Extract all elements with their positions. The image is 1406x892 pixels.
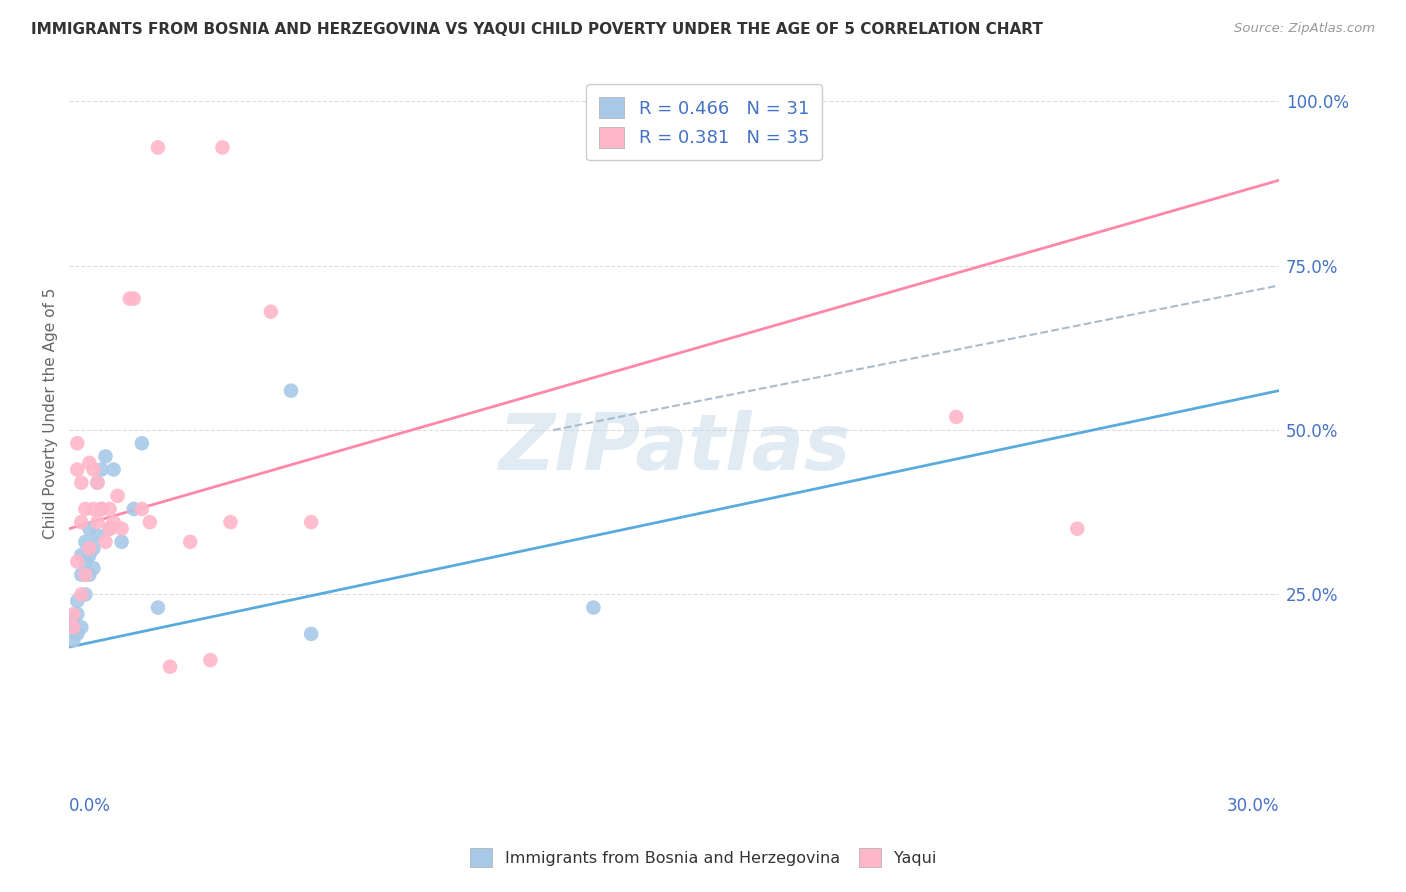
- Point: [179, 534, 201, 549]
- Point: [107, 489, 129, 503]
- Point: [211, 140, 233, 154]
- Point: [75, 567, 97, 582]
- Point: [62, 633, 84, 648]
- Y-axis label: Child Poverty Under the Age of 5: Child Poverty Under the Age of 5: [44, 288, 58, 540]
- Point: [122, 502, 145, 516]
- Point: [66, 436, 89, 450]
- Point: [75, 555, 97, 569]
- Point: [299, 627, 322, 641]
- Point: [111, 522, 134, 536]
- Point: [82, 462, 104, 476]
- Point: [159, 659, 181, 673]
- Point: [75, 534, 97, 549]
- Point: [79, 567, 101, 582]
- Point: [98, 502, 121, 516]
- Point: [86, 475, 108, 490]
- Point: [75, 587, 97, 601]
- Point: [146, 140, 169, 154]
- Point: [118, 292, 141, 306]
- Text: 30.0%: 30.0%: [1226, 797, 1279, 814]
- Point: [94, 450, 117, 464]
- Point: [94, 534, 117, 549]
- Point: [139, 515, 162, 529]
- Point: [200, 653, 222, 667]
- Point: [70, 475, 93, 490]
- Point: [79, 541, 101, 556]
- Point: [945, 409, 967, 424]
- Point: [219, 515, 242, 529]
- Point: [62, 620, 84, 634]
- Text: ZIPatlas: ZIPatlas: [498, 410, 851, 486]
- Point: [66, 594, 89, 608]
- Text: Source: ZipAtlas.com: Source: ZipAtlas.com: [1234, 22, 1375, 36]
- Point: [86, 475, 108, 490]
- Point: [79, 456, 101, 470]
- Point: [122, 292, 145, 306]
- Point: [82, 502, 104, 516]
- Text: IMMIGRANTS FROM BOSNIA AND HERZEGOVINA VS YAQUI CHILD POVERTY UNDER THE AGE OF 5: IMMIGRANTS FROM BOSNIA AND HERZEGOVINA V…: [31, 22, 1043, 37]
- Point: [70, 515, 93, 529]
- Point: [90, 502, 112, 516]
- Point: [82, 541, 104, 556]
- Point: [66, 555, 89, 569]
- Point: [62, 607, 84, 622]
- Point: [86, 515, 108, 529]
- Legend: Immigrants from Bosnia and Herzegovina, Yaqui: Immigrants from Bosnia and Herzegovina, …: [463, 842, 943, 873]
- Point: [103, 462, 125, 476]
- Point: [70, 587, 93, 601]
- Point: [66, 607, 89, 622]
- Point: [70, 620, 93, 634]
- Point: [146, 600, 169, 615]
- Point: [79, 522, 101, 536]
- Point: [90, 462, 112, 476]
- Point: [86, 528, 108, 542]
- Point: [98, 522, 121, 536]
- Point: [131, 436, 153, 450]
- Point: [98, 522, 121, 536]
- Point: [582, 600, 605, 615]
- Point: [82, 561, 104, 575]
- Point: [260, 305, 283, 319]
- Point: [66, 462, 89, 476]
- Point: [280, 384, 302, 398]
- Point: [62, 620, 84, 634]
- Point: [70, 548, 93, 562]
- Legend: R = 0.466   N = 31, R = 0.381   N = 35: R = 0.466 N = 31, R = 0.381 N = 35: [586, 85, 823, 161]
- Point: [131, 502, 153, 516]
- Point: [90, 502, 112, 516]
- Point: [66, 627, 89, 641]
- Text: 0.0%: 0.0%: [69, 797, 111, 814]
- Point: [79, 548, 101, 562]
- Point: [1066, 522, 1088, 536]
- Point: [111, 534, 134, 549]
- Point: [75, 502, 97, 516]
- Point: [299, 515, 322, 529]
- Point: [103, 515, 125, 529]
- Point: [70, 567, 93, 582]
- Point: [62, 614, 84, 628]
